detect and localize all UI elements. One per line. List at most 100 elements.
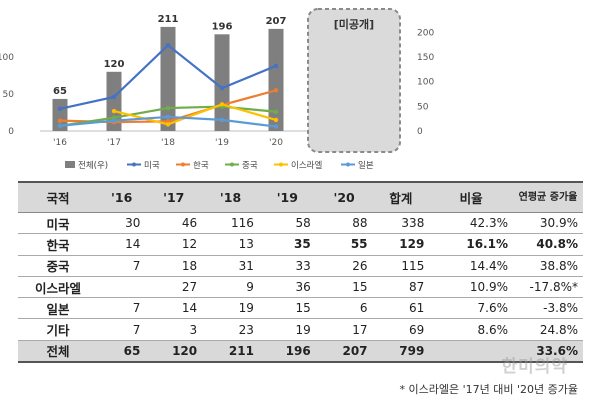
- table-cell: 87: [372, 276, 430, 299]
- legend-swatch-dot: [132, 162, 136, 167]
- data-table: 국적 '16 '17 '18 '19 '20 합계 비율 연평균 증가율 미국 3…: [18, 181, 583, 364]
- table-cell: 27: [145, 276, 203, 299]
- x-tick-label: '19: [215, 138, 229, 148]
- legend-label: 일본: [358, 161, 374, 171]
- row-country-cell: 기타: [18, 318, 98, 341]
- table-cell: 35: [258, 233, 316, 256]
- series-point: [57, 123, 63, 129]
- right-tick-label: 100: [417, 78, 434, 88]
- table-cell: 15: [258, 297, 316, 320]
- header-2017: '17: [145, 181, 203, 213]
- header-country: 국적: [18, 181, 98, 213]
- table-cell: 129: [372, 233, 430, 256]
- x-tick-label: '20: [269, 138, 283, 148]
- legend-swatch: [65, 161, 75, 168]
- table-cell: 211: [202, 340, 259, 364]
- table-cell: 33: [258, 255, 316, 277]
- table-cell: 799: [372, 340, 430, 364]
- row-country-cell: 전체: [18, 340, 98, 364]
- bar-data-label: 207: [266, 16, 287, 27]
- table-cell: 18: [145, 255, 203, 277]
- legend-swatch-dot: [181, 162, 185, 167]
- left-tick-label: 0: [8, 127, 14, 137]
- table-cell: 65: [98, 340, 146, 364]
- row-country-cell: 한국: [18, 233, 98, 256]
- left-tick-label: 100: [0, 53, 14, 63]
- series-point: [273, 117, 279, 123]
- legend-label: 한국: [193, 161, 209, 171]
- table-cell: 19: [258, 318, 316, 341]
- series-line: [113, 103, 277, 126]
- table-row: 전체 65 120 211 196 207 799 33.6%: [18, 340, 583, 364]
- table-row: 미국 30 46 116 58 88 338 42.3% 30.9%: [18, 212, 583, 235]
- row-country-cell: 미국: [18, 212, 98, 235]
- legend-label: 전체(우): [78, 160, 108, 171]
- series-point: [111, 94, 117, 100]
- table-cell: 8.6%: [429, 318, 513, 341]
- table-cell: [429, 340, 513, 364]
- table-row: 중국 7 18 31 33 26 115 14.4% 38.8%: [18, 255, 583, 277]
- series-point: [219, 102, 225, 107]
- table-row: 기타 7 3 23 19 17 69 8.6% 24.8%: [18, 318, 583, 341]
- table-cell: 10.9%: [429, 276, 513, 299]
- bar-data-label: 65: [53, 86, 67, 97]
- series-point: [219, 117, 225, 123]
- header-2018: '18: [202, 181, 259, 213]
- table-cell: 3: [145, 318, 203, 341]
- series-point: [57, 118, 63, 123]
- table-cell: 7.6%: [429, 297, 513, 320]
- table-cell: -17.8%*: [513, 276, 583, 299]
- legend-label: 중국: [242, 161, 258, 171]
- series-point: [273, 88, 279, 93]
- right-tick-label: 150: [417, 53, 434, 63]
- table-cell: 33.6%: [513, 340, 583, 364]
- table-cell: 7: [98, 255, 146, 277]
- bar-total: [160, 26, 176, 132]
- left-tick-label: 50: [3, 90, 15, 100]
- row-country-cell: 일본: [18, 297, 98, 320]
- legend-label: 이스라엘: [291, 160, 322, 171]
- x-tick-label: '17: [107, 138, 121, 148]
- series-point: [165, 122, 171, 127]
- table-cell: 17: [315, 318, 373, 341]
- table-cell: 15: [315, 276, 373, 299]
- table-cell: 46: [145, 212, 203, 235]
- table-cell: 196: [258, 340, 316, 364]
- right-tick-label: 50: [417, 102, 429, 112]
- undisclosed-label: [미공개]: [334, 17, 374, 31]
- header-ratio: 비율: [429, 181, 513, 213]
- table-cell: 69: [372, 318, 430, 341]
- header-2020: '20: [315, 181, 373, 213]
- right-tick-label: 0: [417, 127, 423, 137]
- table-cell: 115: [372, 255, 430, 277]
- table-cell: 88: [315, 212, 373, 235]
- table-row: 이스라엘 27 9 36 15 87 10.9% -17.8%*: [18, 276, 583, 299]
- bar-data-label: 120: [104, 59, 125, 70]
- table-cell: 13: [202, 233, 259, 256]
- header-total: 합계: [372, 181, 430, 213]
- table-cell: 14.4%: [429, 255, 513, 277]
- table-cell: 36: [258, 276, 316, 299]
- series-point: [165, 114, 171, 120]
- legend-swatch-dot: [346, 162, 350, 167]
- table-cell: 12: [145, 233, 203, 256]
- x-tick-label: '18: [161, 138, 175, 148]
- table-cell: 24.8%: [513, 318, 583, 341]
- bar-data-label: 196: [212, 21, 233, 32]
- legend-swatch-dot: [230, 162, 234, 167]
- table-cell: 338: [372, 212, 430, 235]
- table-cell: 31: [202, 255, 259, 277]
- combo-chart: 0 50 100 0 50 100 150 200 65 120 211 196 207 '16 '17 '1…: [0, 8, 434, 171]
- series-point: [273, 124, 279, 129]
- series-point: [111, 108, 117, 114]
- series-point: [111, 118, 117, 123]
- undisclosed-box: [307, 8, 401, 153]
- header-cagr: 연평균 증가율: [513, 181, 583, 213]
- table-cell: [98, 276, 146, 299]
- table-cell: 23: [202, 318, 259, 341]
- legend-swatch-dot: [279, 162, 283, 167]
- header-2016: '16: [98, 181, 146, 213]
- table-cell: 55: [315, 233, 373, 256]
- table-cell: 116: [202, 212, 259, 235]
- table-cell: 6: [315, 297, 373, 320]
